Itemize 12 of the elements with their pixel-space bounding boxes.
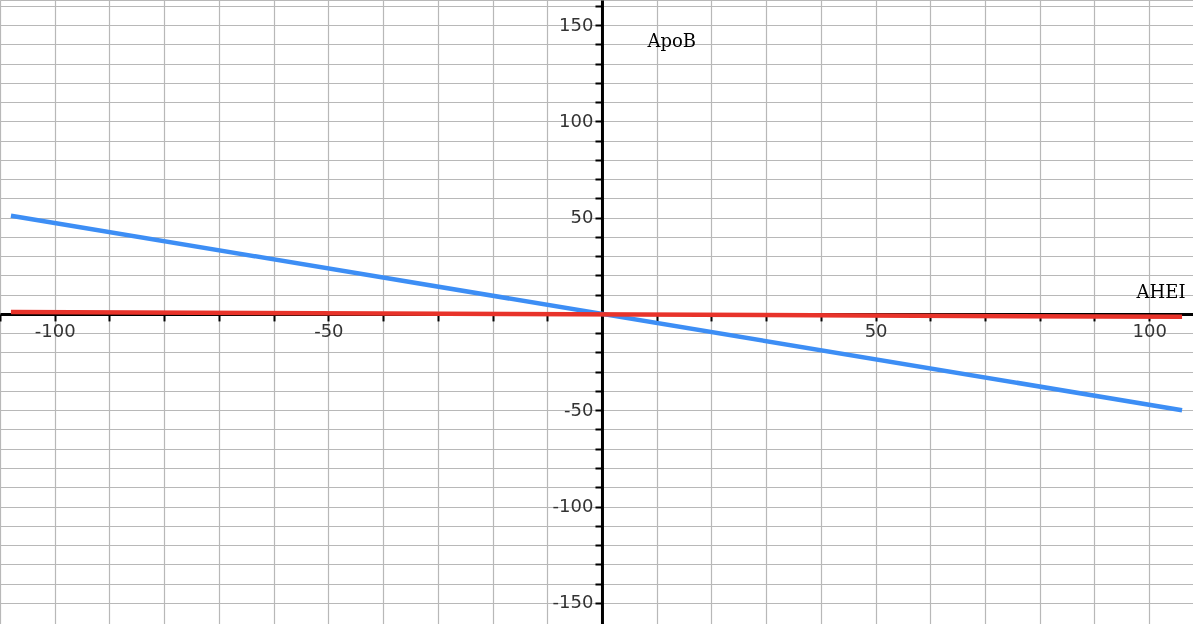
x-tick-label: -100: [34, 320, 76, 342]
x-tick-label: 50: [864, 320, 888, 342]
x-tick-label: -50: [314, 320, 344, 342]
x-axis-title: AHEI: [1135, 281, 1186, 303]
y-tick-label: 50: [570, 206, 594, 228]
x-tick-label: 100: [1132, 320, 1167, 342]
y-axis-title: ApoB: [646, 29, 697, 51]
y-tick-label: 100: [559, 109, 594, 131]
y-tick-label: -50: [564, 398, 594, 420]
y-tick-label: -100: [552, 495, 594, 517]
y-tick-label: 150: [559, 13, 594, 35]
y-tick-label: -150: [552, 591, 594, 613]
